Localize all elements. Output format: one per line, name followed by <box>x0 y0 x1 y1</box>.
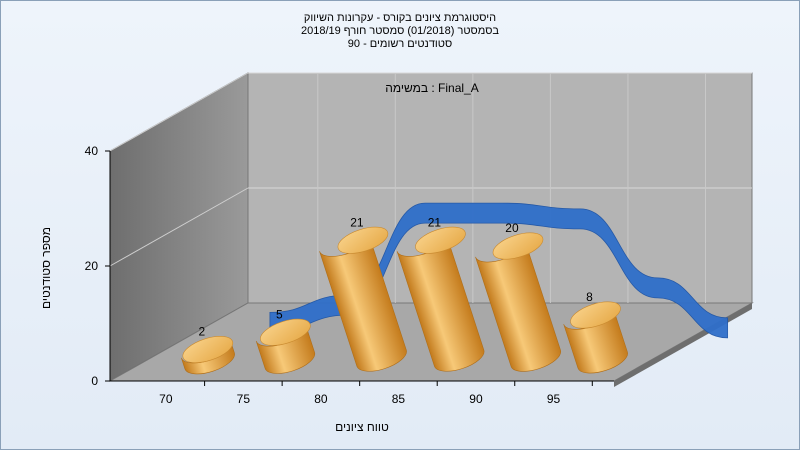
bar-top <box>492 232 544 260</box>
x-tick-label: 70 <box>159 392 173 406</box>
bar-top <box>182 336 234 363</box>
gridline-side <box>109 72 249 152</box>
chart-annotation: במשימה : Final_A <box>385 81 479 95</box>
chart-title-line-1: היסטוגרמת ציונים בקורס - עקרונות השיווק <box>303 12 497 24</box>
bar-top <box>570 301 621 329</box>
x-tick-label: 90 <box>469 392 483 406</box>
y-tick-label: 0 <box>91 374 98 388</box>
bar-data-label: 20 <box>505 221 519 235</box>
bar-top <box>260 318 311 346</box>
y-tick-label: 40 <box>85 144 99 158</box>
bar-top <box>415 226 466 254</box>
bar-data-label: 8 <box>586 290 593 304</box>
trend-ribbon <box>269 202 729 339</box>
bar: 20 <box>475 221 562 372</box>
bar-data-label: 21 <box>428 215 442 229</box>
x-tick-label: 80 <box>314 392 328 406</box>
bar: 5 <box>255 307 316 374</box>
bar: 21 <box>319 215 407 372</box>
x-tick-label: 85 <box>392 392 406 406</box>
trend-ribbon-path <box>269 202 729 339</box>
chart-gridlines <box>109 72 752 303</box>
x-tick-label: 95 <box>547 392 561 406</box>
bar: 2 <box>181 325 235 375</box>
x-axis-label: טווח ציונים <box>335 420 389 434</box>
bar: 8 <box>563 290 628 374</box>
bar-series: 2 5 21 21 20 8 <box>181 215 628 375</box>
x-tick-label: 75 <box>237 392 251 406</box>
chart-title-line-2: בסמסטר (01/2018) סמסטר חורף 2018/19 <box>300 25 500 37</box>
chart-title-line-3: סטודנטים רשומים - 90 <box>347 38 453 50</box>
bar-top <box>337 226 389 254</box>
y-tick-label: 20 <box>85 259 99 273</box>
bar-data-label: 2 <box>198 325 205 339</box>
bar-data-label: 5 <box>276 307 283 321</box>
bar-data-label: 21 <box>350 215 364 229</box>
bar: 21 <box>396 215 485 372</box>
y-axis-label: מספר סטודנטים <box>39 227 53 309</box>
gridline-side <box>109 187 249 267</box>
